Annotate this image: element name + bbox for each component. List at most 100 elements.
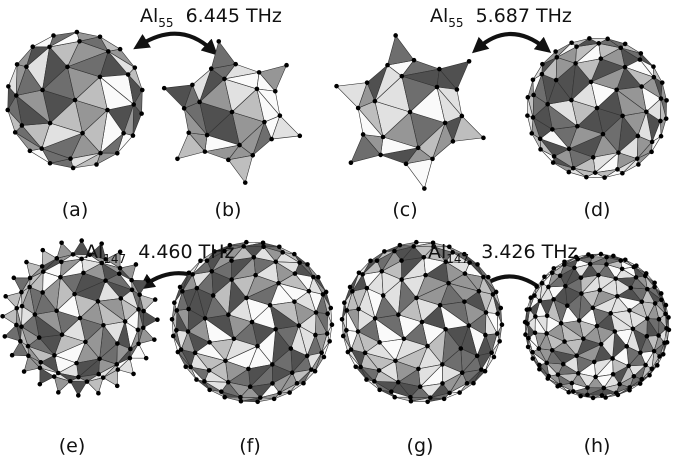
atom bbox=[545, 376, 550, 381]
atom bbox=[324, 290, 329, 295]
atom bbox=[289, 346, 294, 351]
atom bbox=[593, 170, 598, 175]
atom bbox=[141, 325, 146, 330]
atom bbox=[114, 362, 119, 367]
frequency: 5.687 THz bbox=[476, 5, 572, 27]
atom bbox=[663, 312, 668, 317]
atom bbox=[119, 296, 124, 301]
atom bbox=[226, 380, 231, 385]
atom bbox=[255, 87, 260, 92]
atom bbox=[250, 320, 255, 325]
atom bbox=[457, 390, 462, 395]
atom bbox=[459, 346, 464, 351]
atom bbox=[618, 46, 623, 51]
atom bbox=[544, 361, 549, 366]
atom bbox=[322, 355, 327, 360]
atom bbox=[262, 120, 267, 125]
atom bbox=[599, 342, 604, 347]
atom bbox=[241, 244, 246, 249]
atom bbox=[272, 397, 277, 402]
atom bbox=[356, 329, 361, 334]
atom bbox=[399, 277, 404, 282]
atom bbox=[597, 288, 602, 293]
atom bbox=[422, 186, 427, 191]
atom bbox=[293, 271, 298, 276]
atom bbox=[412, 58, 417, 63]
atom bbox=[579, 291, 584, 296]
atom bbox=[137, 293, 142, 298]
atom bbox=[620, 171, 625, 176]
atom bbox=[152, 337, 157, 342]
atom bbox=[531, 78, 536, 83]
atom bbox=[398, 243, 403, 248]
atom bbox=[627, 308, 632, 313]
atom bbox=[551, 160, 556, 165]
atom bbox=[653, 301, 658, 306]
atom bbox=[190, 83, 195, 88]
atom bbox=[591, 155, 596, 160]
atom bbox=[554, 78, 559, 83]
atom bbox=[526, 336, 531, 341]
atom bbox=[425, 399, 430, 404]
atom bbox=[115, 341, 120, 346]
atom bbox=[402, 337, 407, 342]
atom bbox=[96, 391, 101, 396]
atom bbox=[98, 75, 103, 80]
atom bbox=[652, 349, 657, 354]
atom bbox=[574, 44, 579, 49]
atom bbox=[172, 300, 177, 305]
atom bbox=[295, 381, 300, 386]
atom bbox=[368, 258, 373, 263]
atom bbox=[552, 154, 557, 159]
atom bbox=[664, 303, 669, 308]
atom bbox=[257, 70, 262, 75]
atom bbox=[651, 64, 656, 69]
atom bbox=[365, 80, 370, 85]
atom bbox=[373, 316, 378, 321]
element: Al bbox=[85, 241, 103, 263]
atom bbox=[639, 84, 644, 89]
atom bbox=[58, 275, 63, 280]
atom bbox=[566, 390, 571, 395]
atom bbox=[639, 377, 644, 382]
atom bbox=[618, 258, 623, 263]
atom bbox=[194, 377, 199, 382]
atom bbox=[39, 146, 44, 151]
panel-label: (h) bbox=[584, 435, 611, 457]
atom bbox=[126, 72, 131, 77]
atom bbox=[244, 296, 249, 301]
atom bbox=[280, 250, 285, 255]
atom bbox=[565, 303, 570, 308]
atom bbox=[239, 399, 244, 404]
atom bbox=[437, 67, 442, 72]
atom bbox=[85, 379, 90, 384]
atom bbox=[26, 344, 31, 349]
atom bbox=[340, 317, 345, 322]
atom bbox=[602, 175, 607, 180]
atom bbox=[623, 42, 628, 47]
atom bbox=[12, 276, 17, 281]
atom bbox=[170, 317, 175, 322]
atom bbox=[644, 271, 649, 276]
atom bbox=[68, 156, 73, 161]
atom bbox=[392, 395, 397, 400]
atom bbox=[546, 285, 551, 290]
atom bbox=[76, 393, 81, 398]
atom bbox=[22, 369, 27, 374]
panel-label: (f) bbox=[239, 435, 261, 457]
atom bbox=[418, 384, 423, 389]
atom bbox=[638, 350, 643, 355]
atom bbox=[140, 88, 145, 93]
atom bbox=[363, 351, 368, 356]
atom bbox=[569, 98, 574, 103]
atom bbox=[525, 113, 530, 118]
atom bbox=[667, 328, 672, 333]
element: Al bbox=[430, 5, 448, 27]
atom bbox=[585, 385, 590, 390]
atom bbox=[71, 166, 76, 171]
atom bbox=[604, 262, 609, 267]
atom bbox=[226, 158, 231, 163]
atom bbox=[3, 294, 8, 299]
atom bbox=[569, 40, 574, 45]
atom bbox=[628, 286, 633, 291]
